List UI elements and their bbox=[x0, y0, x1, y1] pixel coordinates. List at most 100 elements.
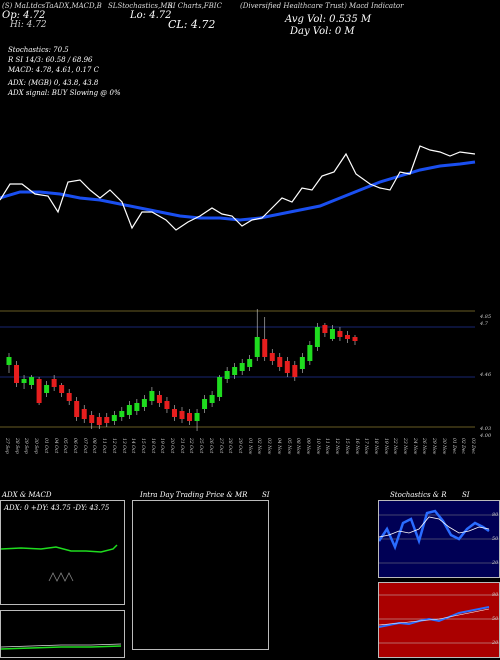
candle-body bbox=[292, 365, 298, 377]
stochastics-lines bbox=[379, 509, 499, 564]
date-label: 12 Oct bbox=[110, 438, 116, 454]
candle-body bbox=[352, 337, 358, 341]
date-axis: 27 Sep 28 Sep 29 Sep 30 Sep 01 Oct 04 Oct 05 O… bbox=[0, 438, 500, 478]
candle-body bbox=[179, 411, 185, 419]
candle-body bbox=[314, 327, 320, 347]
candle-body bbox=[59, 385, 65, 393]
candle-body bbox=[149, 391, 155, 401]
stochastics-k-line bbox=[379, 509, 490, 551]
stochastics-si: SI bbox=[462, 491, 470, 499]
price-axis-label-4: 4.03 bbox=[480, 426, 492, 432]
candle-body bbox=[202, 399, 208, 409]
date-label: 20 Oct bbox=[169, 438, 175, 454]
candle-body bbox=[307, 345, 313, 361]
day-volume: Day Vol: 0 M bbox=[290, 26, 355, 37]
stochastics-title: Stochastics & R bbox=[390, 491, 447, 499]
avg-volume: Avg Vol: 0.535 M bbox=[285, 14, 372, 25]
rsi-value: R SI 14/3: 60.58 / 68.96 bbox=[8, 56, 93, 64]
rsi-axis-50: 50 bbox=[492, 616, 499, 622]
candle-body bbox=[209, 395, 215, 403]
date-label: 13 Oct bbox=[120, 438, 126, 454]
candle-body bbox=[277, 357, 283, 367]
candle-body bbox=[329, 329, 335, 339]
date-label: 22 Nov bbox=[392, 438, 398, 455]
stoch-axis-20: 20 bbox=[492, 560, 499, 566]
date-label: 09 Nov bbox=[304, 438, 310, 455]
candle-body bbox=[74, 401, 80, 417]
chart-title-small: (S) MaLtdcsTaADX,MACD,B bbox=[2, 2, 102, 10]
stochastics-d-line bbox=[379, 516, 490, 538]
date-label: 18 Oct bbox=[149, 438, 155, 454]
candle-body bbox=[187, 413, 193, 421]
candle-body bbox=[299, 357, 305, 369]
date-label: 21 Oct bbox=[178, 438, 184, 454]
date-label: 01 Nov bbox=[246, 438, 252, 455]
candle-body bbox=[156, 395, 162, 403]
intraday-si: SI bbox=[262, 491, 270, 499]
date-label: 05 Oct bbox=[62, 438, 68, 454]
date-label: 01 Oct bbox=[42, 438, 48, 454]
date-label: 18 Nov bbox=[372, 438, 378, 455]
candle-body bbox=[232, 367, 238, 375]
adx-macd-title: ADX & MACD bbox=[2, 491, 52, 499]
adx-panel: ADX: 0 +DY: 43.75 -DY: 43.75 bbox=[0, 500, 125, 605]
date-label: 24 Nov bbox=[411, 438, 417, 455]
price-axis-label-3: 4.46 bbox=[480, 372, 492, 378]
price-axis-label-1: 4.85 bbox=[480, 314, 492, 320]
candle-body bbox=[6, 357, 12, 365]
date-label: 19 Nov bbox=[382, 438, 388, 455]
date-label: 02 Nov bbox=[256, 438, 262, 455]
rsi-lines bbox=[379, 594, 499, 644]
date-label: 14 Oct bbox=[130, 438, 136, 454]
stochastics-panel: 80 50 20 bbox=[378, 500, 500, 578]
company-name: (Diversified Healthcare Trust) Macd Indi… bbox=[240, 2, 404, 10]
adx-lines bbox=[1, 544, 118, 582]
candle-body bbox=[344, 335, 350, 339]
candle-body bbox=[269, 353, 275, 361]
candle-body bbox=[126, 405, 132, 415]
rsi-line bbox=[379, 606, 490, 628]
stoch-axis-80: 80 bbox=[492, 512, 499, 518]
date-label: 12 Nov bbox=[334, 438, 340, 455]
candle-body bbox=[164, 401, 170, 409]
stoch-axis-50: 50 bbox=[492, 536, 499, 542]
intraday-panel bbox=[132, 500, 269, 650]
price-line bbox=[0, 145, 476, 231]
stochastics-value: Stochastics: 70.5 bbox=[8, 46, 69, 54]
date-label: 27 Sep bbox=[4, 438, 9, 454]
price-axis-label-2: 4.7 bbox=[480, 321, 488, 327]
candle-body bbox=[284, 361, 290, 373]
date-label: 02 Dec bbox=[460, 438, 466, 454]
intraday-title: Intra Day Trading Price & MR bbox=[140, 491, 248, 499]
candle-body bbox=[66, 393, 72, 401]
candle-body bbox=[111, 415, 117, 421]
date-label: 30 Nov bbox=[440, 438, 446, 455]
adx-signal: ADX signal: BUY Slowing @ 0% bbox=[8, 89, 121, 97]
date-label: 28 Oct bbox=[227, 438, 233, 454]
adx-minus-line bbox=[48, 572, 74, 582]
candle-body bbox=[29, 377, 35, 385]
date-label: 11 Oct bbox=[101, 438, 107, 454]
adx-subtitle: ADX: 0 +DY: 43.75 -DY: 43.75 bbox=[4, 504, 110, 512]
adx-plus-line bbox=[1, 544, 118, 553]
date-label: 17 Nov bbox=[363, 438, 369, 455]
date-label: 07 Oct bbox=[81, 438, 87, 454]
macd-panel bbox=[0, 610, 125, 658]
date-label: 04 Oct bbox=[52, 438, 58, 454]
date-label: 08 Oct bbox=[91, 438, 97, 454]
price-axis-label-5: 4.00 bbox=[480, 433, 492, 439]
candle-body bbox=[262, 339, 268, 357]
rsi-panel: 80 50 20 bbox=[378, 582, 500, 658]
candle-body bbox=[81, 409, 87, 419]
candles-group bbox=[6, 309, 358, 431]
candle-body bbox=[247, 359, 253, 367]
macd-line-green bbox=[1, 645, 122, 650]
date-label: 03 Nov bbox=[266, 438, 272, 455]
candle-body bbox=[89, 415, 95, 423]
candle-body bbox=[254, 337, 260, 357]
date-label: 15 Oct bbox=[139, 438, 145, 454]
high-label: Hi: 4.72 bbox=[10, 20, 47, 30]
close-label: CL: 4.72 bbox=[168, 18, 216, 31]
candle-body bbox=[194, 413, 200, 421]
date-label: 04 Nov bbox=[275, 438, 281, 455]
